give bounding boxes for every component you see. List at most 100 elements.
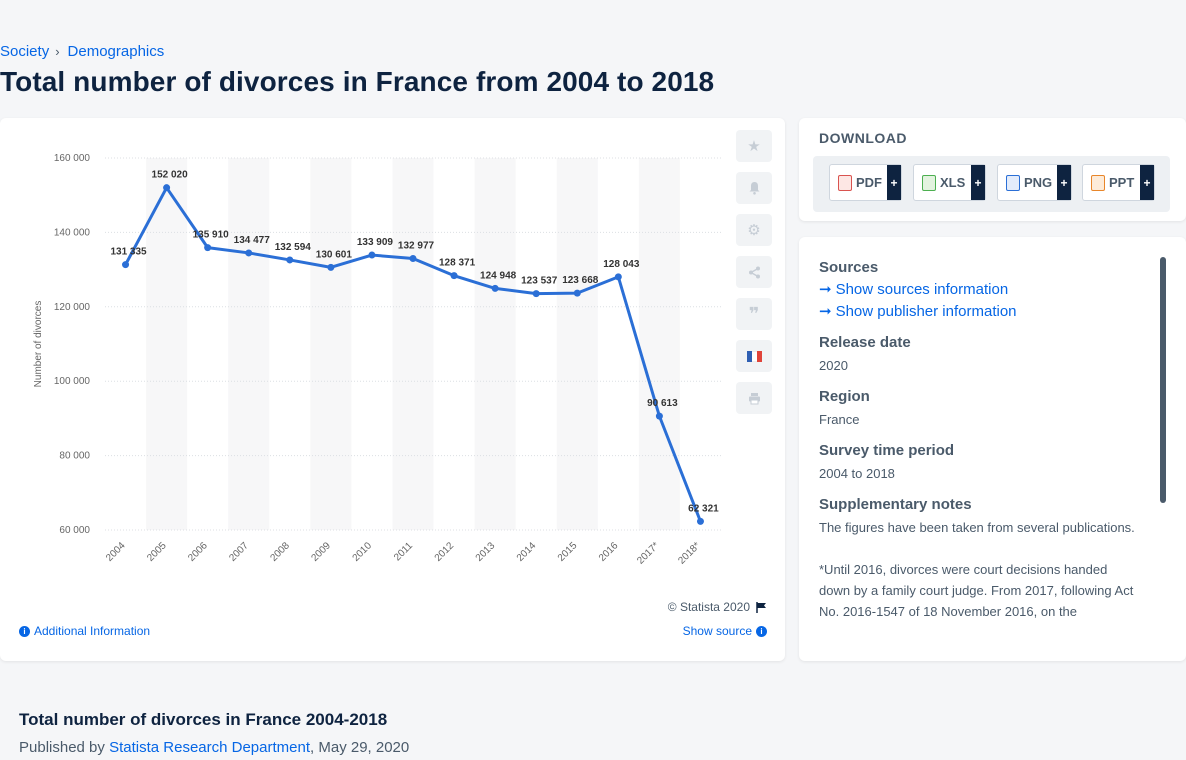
data-label: 134 477 [234, 235, 271, 246]
breadcrumb-society[interactable]: Society [0, 43, 50, 60]
data-point [532, 290, 540, 298]
data-point [491, 284, 499, 292]
bell-icon[interactable] [736, 172, 772, 204]
x-tick-label: 2004 [104, 540, 128, 564]
sources-heading: Sources [819, 259, 879, 276]
x-tick-label: 2009 [309, 540, 333, 564]
column-band [638, 158, 680, 530]
data-label: 123 537 [521, 276, 558, 287]
data-point [696, 517, 704, 525]
print-icon[interactable] [736, 382, 772, 414]
star-icon[interactable]: ★ [736, 130, 772, 162]
x-tick-label: 2018* [676, 540, 702, 566]
data-label: 124 948 [480, 270, 517, 281]
data-label: 90 613 [647, 398, 678, 409]
download-ppt-button[interactable]: PPT + [1082, 164, 1155, 201]
breadcrumb-demographics[interactable]: Demographics [67, 43, 165, 60]
x-tick-label: 2014 [515, 540, 539, 564]
data-point [409, 255, 417, 263]
data-label: 131 335 [110, 247, 147, 258]
arrow-right-icon: ➞ [819, 281, 832, 298]
supplementary-notes-value: The figures have been taken from several… [819, 520, 1135, 619]
region-value: France [819, 412, 860, 427]
published-by-label: Published by [19, 739, 105, 756]
y-tick-label: 160 000 [54, 153, 91, 164]
download-png-button[interactable]: PNG + [997, 164, 1072, 201]
x-tick-label: 2007 [227, 540, 251, 564]
additional-information-label: Additional Information [34, 624, 151, 638]
y-tick-label: 120 000 [54, 302, 91, 313]
download-ppt-label: PPT [1109, 175, 1135, 190]
y-tick-label: 60 000 [59, 525, 90, 536]
data-label: 135 910 [193, 230, 230, 241]
data-label: 152 020 [152, 170, 189, 181]
data-label: 123 668 [562, 275, 599, 286]
release-date-heading: Release date [819, 334, 911, 351]
survey-period-heading: Survey time period [819, 442, 955, 459]
data-point [245, 249, 253, 257]
data-point [655, 412, 663, 420]
plus-icon: + [971, 165, 985, 200]
ppt-file-icon [1091, 174, 1105, 191]
statistic-title: Total number of divorces in France 2004-… [19, 710, 388, 729]
breadcrumb: Society › Demographics [0, 43, 164, 60]
download-pdf-button[interactable]: PDF + [829, 164, 902, 201]
gear-icon[interactable]: ⚙ [736, 214, 772, 246]
data-label: 130 601 [316, 249, 353, 260]
show-sources-link[interactable]: ➞ Show sources information [819, 280, 1139, 299]
data-point [286, 256, 294, 264]
x-tick-label: 2005 [145, 540, 169, 564]
column-band [310, 158, 352, 530]
png-file-icon [1006, 174, 1020, 191]
page-title: Total number of divorces in France from … [0, 66, 715, 97]
download-title: DOWNLOAD [819, 130, 907, 146]
x-tick-label: 2010 [351, 540, 375, 564]
data-point [614, 273, 622, 281]
flag-report-icon[interactable] [756, 601, 767, 613]
data-point [122, 261, 130, 269]
x-tick-label: 2015 [556, 540, 580, 564]
x-tick-label: 2012 [433, 540, 457, 564]
show-publisher-link[interactable]: ➞ Show publisher information [819, 302, 1139, 321]
plus-icon: + [1140, 165, 1154, 200]
download-xls-button[interactable]: XLS + [913, 164, 986, 201]
data-label: 132 594 [275, 242, 312, 253]
source-details-card: Sources ➞ Show sources information ➞ Sho… [799, 237, 1186, 661]
data-label: 62 321 [688, 503, 719, 514]
x-tick-label: 2017* [635, 540, 661, 566]
chevron-right-icon: › [55, 44, 60, 59]
france-flag-icon[interactable] [736, 340, 772, 372]
x-tick-label: 2016 [597, 540, 621, 564]
share-icon[interactable] [736, 256, 772, 288]
column-band [228, 158, 270, 530]
data-point [573, 289, 581, 297]
download-bar: PDF + XLS + PNG + PPT + [813, 156, 1170, 212]
y-tick-label: 100 000 [54, 376, 91, 387]
download-png-label: PNG [1024, 175, 1053, 190]
plus-icon: + [887, 165, 901, 200]
data-label: 128 043 [603, 259, 640, 270]
x-tick-label: 2008 [268, 540, 292, 564]
publish-date: , May 29, 2020 [310, 739, 410, 756]
copyright: © Statista 2020 [668, 600, 767, 614]
data-point [368, 251, 376, 259]
data-point [450, 272, 458, 280]
download-xls-label: XLS [940, 175, 966, 190]
y-axis-label: Number of divorces [33, 301, 44, 388]
pdf-file-icon [838, 174, 852, 191]
show-source-link[interactable]: Show source i [683, 624, 767, 638]
publisher-link[interactable]: Statista Research Department [109, 739, 311, 756]
published-by: Published by Statista Research Departmen… [19, 739, 409, 756]
scrollbar[interactable] [1160, 257, 1166, 503]
arrow-right-icon: ➞ [819, 303, 832, 320]
chart-card: 60 000 80 000 100 000 120 000 140 000 160 000… [0, 118, 785, 661]
data-point [204, 244, 212, 252]
show-publisher-label: Show publisher information [835, 302, 1017, 320]
download-pdf-label: PDF [856, 175, 882, 190]
data-label: 133 909 [357, 237, 394, 248]
data-point [163, 184, 171, 192]
info-icon: i [19, 625, 30, 637]
quote-icon[interactable]: ❞ [736, 298, 772, 330]
additional-information-link[interactable]: i Additional Information [19, 624, 150, 638]
x-tick-label: 2011 [392, 540, 415, 563]
